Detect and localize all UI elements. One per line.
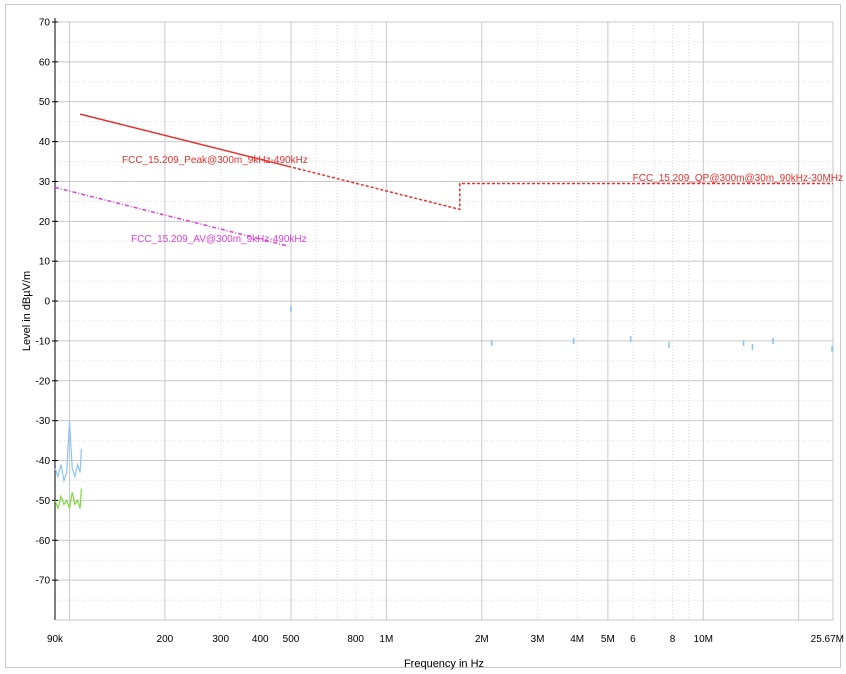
x-tick-label: 500 [283,634,300,645]
x-tick-label: 5M [601,634,615,645]
y-tick-label: -30 [36,416,51,427]
y-tick-label: -60 [36,536,51,547]
y-tick-label: -70 [36,576,51,587]
x-tick-label: 8 [670,634,676,645]
x-tick-label: 90k [47,634,64,645]
x-tick-label: 1M [379,634,393,645]
y-tick-label: 0 [44,297,50,308]
y-tick-label: 30 [39,177,51,188]
y-tick-label: -40 [36,456,51,467]
y-tick-label: 20 [39,217,51,228]
limit-line-label: FCC_15.209_QP@300m@30m_90kHz-30MHz [633,173,843,184]
y-tick-label: 60 [39,57,51,68]
x-tick-label: 400 [252,634,269,645]
emission-trace-3 [54,420,82,483]
axes: 70 60 50 40 30 20 10 0 -10 -20 -30 -40 -50 -60 -70 90k 2… [36,18,844,646]
limit-labels: FCC_15.209_Peak@300m_9kHz-490kHz FCC_15.2… [122,155,843,245]
limit-line-0 [79,113,289,168]
x-axis-title: Frequency in Hz [404,658,484,670]
limit-line-label: FCC_15.209_AV@300m_9kHz-490kHz [131,234,307,245]
x-tick-label: 6 [630,634,636,645]
chart-frame [5,4,841,668]
emission-trace-5 [54,488,82,511]
grid-major [55,21,834,621]
x-tick-label: 300 [212,634,229,645]
y-tick-label: 50 [39,97,51,108]
x-tick-label: 4M [570,634,584,645]
limit-line-2 [54,186,289,247]
limit-line-label: FCC_15.209_Peak@300m_9kHz-490kHz [122,155,308,166]
x-tick-label: 3M [531,634,545,645]
series-layer [54,113,833,511]
x-tick-label: 2M [475,634,489,645]
y-tick-label: -50 [36,496,51,507]
y-tick-label: 10 [39,257,51,268]
y-tick-label: 70 [39,18,51,29]
grid-minor [55,22,833,620]
y-axis-title: Level in dBµV/m [21,271,33,351]
x-tick-label: 800 [347,634,364,645]
y-tick-label: -10 [36,336,51,347]
x-tick-label: 10M [694,634,713,645]
x-tick-label: 25.67M [811,634,844,645]
y-tick-label: -20 [36,376,51,387]
y-tick-label: 40 [39,137,51,148]
x-tick-label: 200 [157,634,174,645]
